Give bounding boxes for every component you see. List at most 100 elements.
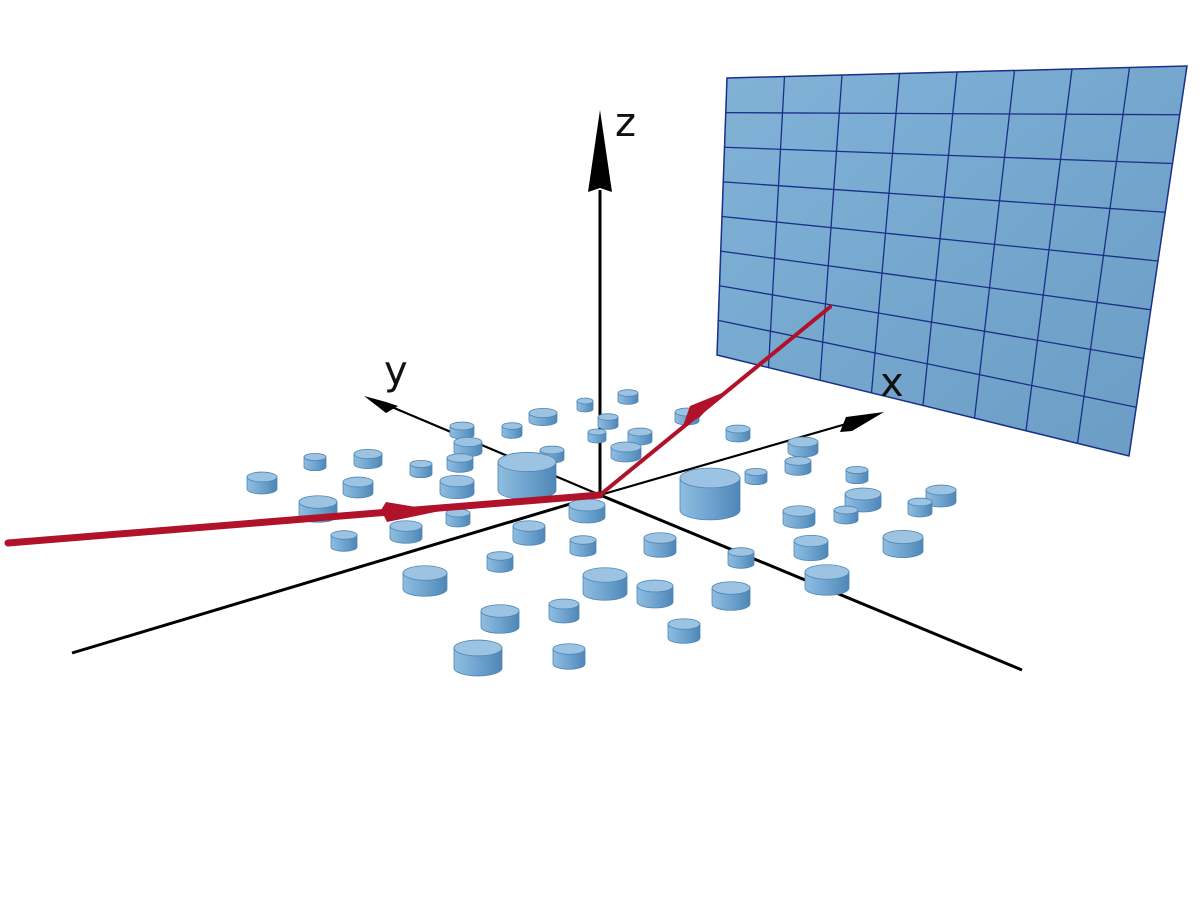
cylinder-top (402, 565, 448, 581)
cylinder-top (679, 467, 741, 489)
detector-grid (718, 67, 1180, 444)
scatterer-cylinder (587, 428, 607, 444)
cylinder-top (353, 448, 383, 460)
detector-grid-row-line (723, 181, 1166, 213)
cylinder-top (303, 452, 327, 462)
cylinder-top (925, 484, 957, 496)
scatterer-cylinder (679, 467, 741, 521)
cylinder-top (627, 427, 653, 437)
x-axis-arrowhead-icon (840, 412, 884, 432)
z-axis-label: z (615, 100, 636, 146)
y-axis-label: y (384, 348, 408, 394)
scatterer-cylinder (480, 604, 520, 634)
cylinder-top (597, 413, 619, 421)
cylinder-top (727, 547, 755, 557)
scatterer-cylinder (246, 471, 278, 495)
scatterer-cylinder (512, 520, 546, 546)
cylinder-top (617, 389, 639, 397)
scatterer-cylinder (804, 564, 850, 596)
scatterer-cylinder (617, 389, 639, 405)
cylinder-top (409, 459, 433, 469)
scatterer-cylinder (925, 484, 957, 508)
cylinder-top (298, 495, 338, 509)
cylinder-top (711, 581, 751, 595)
cylinder-top (576, 397, 594, 405)
detector-grid-row-line (719, 285, 1144, 360)
scatterer-cylinder (725, 424, 751, 443)
scatterer-cylinder (439, 474, 475, 500)
y-axis-line (71, 493, 601, 655)
cylinder-top (528, 407, 558, 419)
cylinder-top (389, 520, 423, 532)
scatterer-cylinder (793, 534, 829, 562)
scatterer-cylinder (453, 639, 503, 677)
scatterer-cylinder (501, 422, 523, 439)
detector-grid-row-line (725, 111, 1180, 116)
cylinder-top (582, 567, 628, 583)
scatterer-cylinder (497, 452, 557, 500)
scatterer-cylinder (787, 436, 819, 458)
scatterer-cylinder (453, 436, 483, 457)
scattered-beam (598, 305, 832, 497)
scatterer-cylinder (449, 421, 475, 440)
cylinder-top (439, 474, 475, 488)
cylinder-top (486, 551, 514, 561)
scatterer-cylinder (552, 643, 586, 670)
detector-grid-row-line (724, 146, 1173, 165)
z-axis-arrowhead-icon (588, 110, 612, 192)
incident-beam (4, 491, 604, 547)
cylinder-top (643, 532, 677, 544)
cylinder-top (787, 436, 819, 448)
y-axis-positive-line (379, 400, 601, 497)
scatterer-cylinder (636, 579, 674, 609)
scattered-beam-arrowhead (683, 393, 722, 426)
cylinder-top (453, 639, 503, 657)
scatterer-cylinder (784, 456, 812, 476)
cylinder-top (453, 436, 483, 448)
cylinder-top (804, 564, 850, 580)
scatterer-cylinder (610, 441, 642, 463)
scatterer-cylinder (446, 453, 474, 473)
cylinder-top (636, 579, 674, 593)
cylinder-top (845, 465, 869, 475)
coordinate-axes (71, 190, 1023, 672)
scatterer-cylinder (486, 551, 514, 573)
scatterer-cylinder (569, 535, 597, 557)
cylinder-top (782, 505, 816, 517)
scatterer-cylinder (582, 567, 628, 601)
scatterer-cylinder (833, 505, 859, 525)
cylinder-top (568, 498, 606, 512)
cylinder-top (497, 452, 557, 472)
cylinder-top (793, 534, 829, 548)
cylinder-top (907, 497, 933, 507)
x-axis-label: x (880, 360, 904, 406)
scatterer-cylinder (568, 498, 606, 524)
cylinder-top (784, 456, 812, 466)
axis-arrowheads (364, 110, 884, 432)
scatterer-cylinder (389, 520, 423, 544)
cylinder-top (512, 520, 546, 532)
scatterer-cylinder (353, 448, 383, 469)
scatterer-cylinder (845, 465, 869, 485)
scatterer-cylinder (548, 598, 580, 624)
scatterer-cylinder (303, 452, 327, 472)
cylinder-side (679, 477, 741, 521)
cylinder-top (552, 643, 586, 655)
cylinder-side (552, 648, 586, 670)
cylinder-top (569, 535, 597, 545)
cylinder-top (667, 618, 701, 630)
scatterer-cylinder (528, 407, 558, 426)
scatterer-cylinder (643, 532, 677, 558)
cylinder-top (446, 453, 474, 463)
scatterer-cylinder (711, 581, 751, 611)
cylinder-top (501, 422, 523, 430)
scatterer-cylinder (402, 565, 448, 597)
beams (4, 305, 832, 547)
cylinder-top (330, 530, 358, 540)
scatterer-cylinder (576, 397, 594, 413)
scatterer-cylinder (882, 530, 924, 558)
detector-grid-row-line (718, 319, 1137, 408)
cylinder-top (246, 471, 278, 483)
scatterer-cylinder (342, 476, 374, 499)
